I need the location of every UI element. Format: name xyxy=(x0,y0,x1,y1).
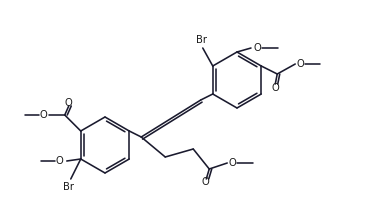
Text: O: O xyxy=(40,110,48,120)
Text: O: O xyxy=(228,158,236,168)
Text: O: O xyxy=(201,177,209,187)
Text: O: O xyxy=(296,59,304,69)
Text: Br: Br xyxy=(196,35,207,45)
Text: O: O xyxy=(271,83,279,93)
Text: O: O xyxy=(56,156,63,166)
Text: O: O xyxy=(253,43,261,53)
Text: Br: Br xyxy=(63,182,74,192)
Text: O: O xyxy=(65,98,73,108)
